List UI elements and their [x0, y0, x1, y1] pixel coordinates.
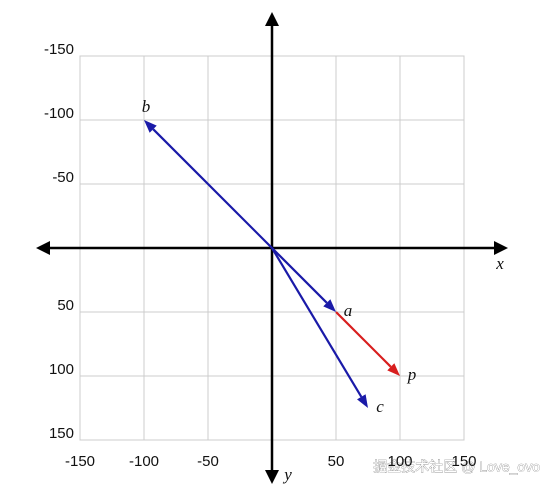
x-axis-label: x [495, 254, 504, 273]
vector-arrowhead [387, 363, 400, 376]
x-tick-label: -50 [197, 453, 219, 470]
vector-label: a [344, 301, 353, 320]
vector-label: p [407, 365, 417, 384]
x-tick-label: 150 [451, 453, 476, 470]
vector-arrowhead [357, 394, 368, 408]
y-tick-label: 50 [57, 297, 74, 314]
vector [335, 311, 392, 368]
vector [271, 247, 328, 304]
y-axis-arrow [265, 470, 279, 484]
y-tick-label: 150 [49, 425, 74, 442]
y-axis-label: y [282, 465, 292, 484]
y-axis-arrow [265, 12, 279, 26]
vector-arrowhead [323, 299, 336, 312]
vector [271, 247, 363, 398]
y-tick-label: -100 [44, 105, 74, 122]
x-axis-arrow [36, 241, 50, 255]
x-tick-label: -100 [129, 453, 159, 470]
x-tick-label: 100 [387, 453, 412, 470]
y-tick-label: -150 [44, 41, 74, 58]
x-tick-label: -150 [65, 453, 95, 470]
y-tick-label: -50 [52, 169, 74, 186]
x-tick-label: 50 [328, 453, 345, 470]
vector-label: b [142, 97, 151, 116]
vector-label: c [376, 397, 384, 416]
x-axis-arrow [494, 241, 508, 255]
y-tick-label: 100 [49, 361, 74, 378]
watermark: 掘金技术社区 @ Love_ovo [373, 459, 540, 475]
vector [152, 128, 273, 249]
vector-arrowhead [144, 120, 157, 133]
